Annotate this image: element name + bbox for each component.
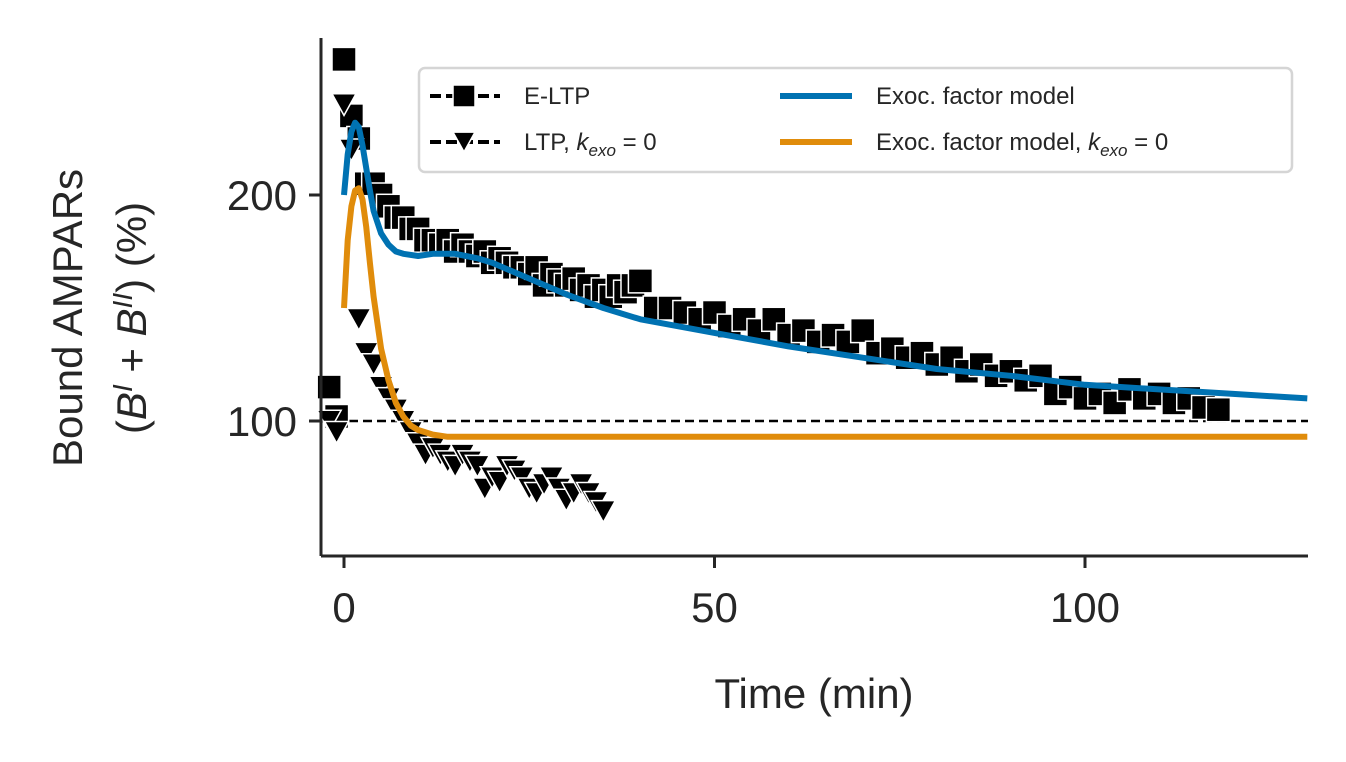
y-tick-label: 100 — [227, 398, 297, 445]
legend-entries: E-LTP LTP, kexo = 0 Exoc. factor model Exoc… — [430, 83, 1168, 160]
ltp-kexo0-point — [345, 307, 373, 332]
legend-frame — [417, 66, 1294, 174]
legend-exp-marker — [452, 84, 476, 108]
ltp-kexo0-point — [330, 93, 358, 117]
e-ltp-point — [1205, 396, 1232, 423]
x-tick-label: 100 — [1050, 584, 1120, 631]
e-ltp-point — [331, 46, 357, 73]
e-ltp-point — [627, 268, 654, 294]
ltp-kexo0-point — [486, 470, 513, 495]
ltp-kexo0-series — [315, 93, 617, 524]
legend-exp-marker — [451, 131, 477, 154]
exoc-factor-model-line — [341, 119, 1308, 402]
ltp-kexo0-point — [323, 420, 350, 445]
y-axis-title-line1: Bound AMPARs — [44, 169, 91, 467]
legend-exp-label: LTP, kexo = 0 — [524, 129, 657, 160]
ltp-kexo0-point — [360, 352, 387, 377]
legend: E-LTP LTP, kexo = 0 Exoc. factor model Exoc… — [417, 66, 1294, 174]
x-axis-title: Time (min) — [714, 670, 913, 717]
e-ltp-point — [849, 317, 876, 344]
ticks-group: 0 50 100 100 200 — [227, 172, 1120, 631]
y-axis-title-line2: (BI + BII) (%) — [107, 202, 155, 434]
legend-model-label: Exoc. factor model — [876, 83, 1075, 110]
x-tick-label: 0 — [332, 584, 355, 631]
axes-group — [319, 38, 1308, 558]
e-ltp-point — [761, 306, 787, 333]
exoc-factor-model-kexo0-line — [341, 185, 1308, 440]
legend-model-label: Exoc. factor model, kexo = 0 — [876, 129, 1168, 160]
legend-exp-label: E-LTP — [524, 83, 590, 110]
x-tick-label: 50 — [691, 584, 738, 631]
ltp-kexo0-point — [590, 499, 617, 524]
model-lines-group — [341, 119, 1308, 440]
y-tick-label: 200 — [227, 172, 297, 219]
